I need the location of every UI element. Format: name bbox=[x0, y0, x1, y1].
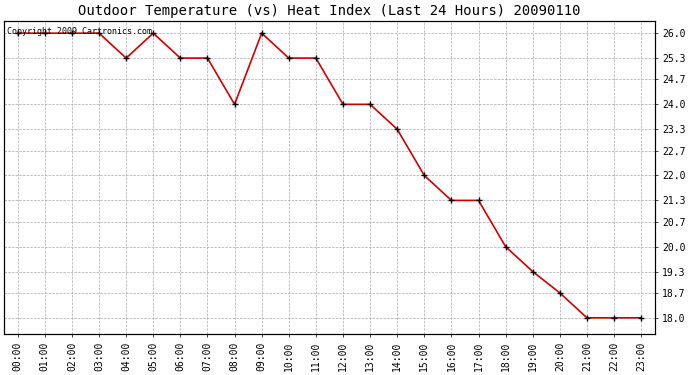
Text: Copyright 2009 Cartronics.com: Copyright 2009 Cartronics.com bbox=[8, 27, 152, 36]
Title: Outdoor Temperature (vs) Heat Index (Last 24 Hours) 20090110: Outdoor Temperature (vs) Heat Index (Las… bbox=[78, 4, 581, 18]
